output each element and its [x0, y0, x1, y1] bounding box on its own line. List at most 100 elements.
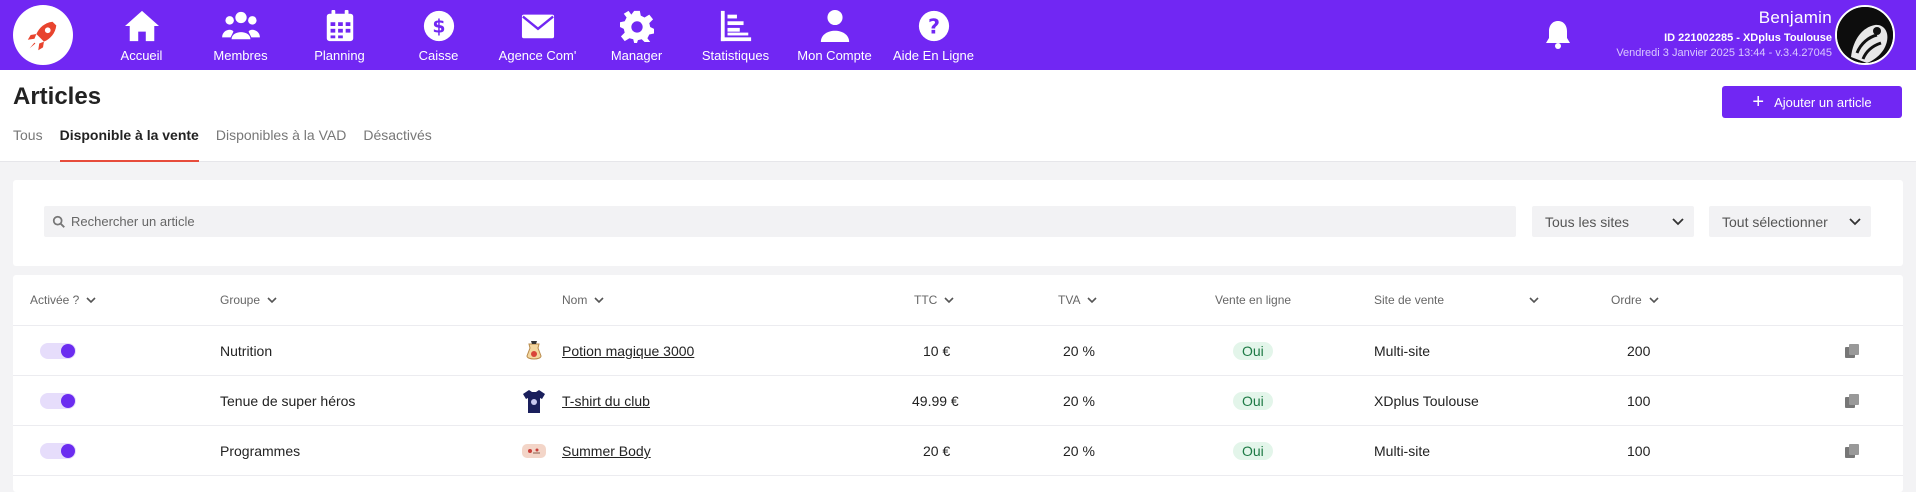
rocket-icon	[27, 21, 57, 51]
online-badge: Oui	[1233, 342, 1273, 360]
users-icon	[221, 11, 260, 40]
nav-item-planning[interactable]: Planning	[290, 0, 389, 70]
nav-item-label: Membres	[213, 48, 268, 63]
user-id: ID 221002285 - XDplus Toulouse	[1664, 32, 1832, 44]
chevron-down-icon	[1672, 217, 1684, 225]
nav-item-manager[interactable]: Manager	[587, 0, 686, 70]
active-cell	[40, 376, 76, 426]
user-name: Benjamin	[1758, 8, 1832, 27]
bell-icon[interactable]	[1543, 18, 1573, 50]
thumbnail-cell	[521, 376, 547, 426]
nav-item-statistiques[interactable]: Statistiques	[686, 0, 785, 70]
header-group-label: Groupe	[220, 293, 261, 307]
copy-cell	[1844, 376, 1860, 426]
nav-item-label: Statistiques	[701, 48, 770, 63]
nav-item-caisse[interactable]: $ Caisse	[389, 0, 488, 70]
chevron-down-icon	[1087, 296, 1098, 303]
name-cell: T-shirt du club	[562, 376, 650, 426]
order-cell: 200	[1627, 343, 1651, 359]
search-input[interactable]	[71, 214, 1471, 229]
header-order[interactable]: Ordre	[1611, 293, 1659, 307]
name-cell: Potion magique 3000	[562, 326, 694, 376]
tshirt-thumbnail-icon	[521, 388, 547, 414]
select-all-dropdown[interactable]: Tout sélectionner	[1709, 206, 1871, 237]
active-toggle[interactable]	[40, 343, 76, 359]
nav-item-accueil[interactable]: Accueil	[92, 0, 191, 70]
nav-item-membres[interactable]: Membres	[191, 0, 290, 70]
add-article-button[interactable]: + Ajouter un article	[1722, 86, 1902, 118]
tab-disponible-a-la-vente[interactable]: Disponible à la vente	[59, 126, 199, 162]
site-cell: Multi-site	[1374, 343, 1431, 359]
filter-card: Tous les sites Tout sélectionner	[13, 180, 1903, 266]
tab-bar: Tous Disponible à la vente Disponibles à…	[13, 126, 449, 162]
chevron-down-icon	[944, 296, 954, 303]
chevron-down-icon	[1849, 217, 1861, 225]
nav-item-label: Accueil	[120, 48, 163, 63]
tab-desactives[interactable]: Désactivés	[363, 127, 432, 143]
copy-icon[interactable]	[1844, 443, 1860, 459]
active-cell	[40, 426, 76, 476]
header-active[interactable]: Activée ?	[30, 293, 96, 307]
online-cell: Oui	[1233, 426, 1273, 476]
tab-disponibles-a-la-vad[interactable]: Disponibles à la VAD	[215, 127, 347, 143]
select-all-value: Tout sélectionner	[1722, 213, 1828, 230]
nav-item-mon-compte[interactable]: Mon Compte	[785, 0, 884, 70]
header-name-label: Nom	[562, 293, 588, 307]
user-date-version: Vendredi 3 Janvier 2025 13:44 - v.3.4.27…	[1616, 47, 1832, 59]
gear-icon	[619, 10, 654, 43]
nav-item-aide-en-ligne[interactable]: ? Aide En Ligne	[884, 0, 983, 70]
chevron-down-icon	[1529, 296, 1539, 303]
online-badge: Oui	[1233, 442, 1273, 460]
search-box	[44, 206, 1516, 237]
copy-cell	[1844, 426, 1860, 476]
online-badge: Oui	[1233, 392, 1273, 410]
thumbnail-cell	[521, 326, 547, 376]
articles-table: Activée ? Groupe Nom TTC TVA Vente en li…	[13, 275, 1903, 492]
article-name-link[interactable]: T-shirt du club	[562, 393, 650, 409]
header-group[interactable]: Groupe	[220, 293, 277, 307]
avatar-image-icon	[1837, 7, 1893, 63]
main-nav: Accueil Membres Planning $ Caisse Agence…	[92, 0, 983, 70]
site-cell: Multi-site	[1374, 443, 1431, 459]
page-title: Articles	[13, 83, 102, 110]
nav-item-label: Planning	[314, 48, 365, 63]
sites-select-value: Tous les sites	[1545, 213, 1630, 230]
active-toggle[interactable]	[40, 443, 76, 459]
sites-select[interactable]: Tous les sites	[1532, 206, 1694, 237]
search-icon	[52, 215, 65, 228]
avatar[interactable]	[1835, 5, 1895, 65]
user-info: Benjamin ID 221002285 - XDplus Toulouse …	[1616, 8, 1832, 59]
svg-text:$: $	[432, 16, 445, 38]
nav-item-label: Aide En Ligne	[893, 48, 974, 63]
article-name-link[interactable]: Potion magique 3000	[562, 343, 695, 359]
user-icon	[820, 9, 849, 43]
top-navigation-bar: Accueil Membres Planning $ Caisse Agence…	[0, 0, 1916, 70]
chevron-down-icon	[86, 296, 96, 303]
group-cell: Nutrition	[220, 343, 273, 359]
ttc-cell: 49.99 €	[912, 393, 959, 409]
header-name[interactable]: Nom	[562, 293, 604, 307]
online-cell: Oui	[1233, 376, 1273, 426]
header-site[interactable]: Site de vente	[1374, 293, 1539, 307]
online-cell: Oui	[1233, 326, 1273, 376]
active-cell	[40, 326, 76, 376]
article-name-link[interactable]: Summer Body	[562, 443, 651, 459]
group-cell: Programmes	[220, 443, 301, 459]
tab-tous[interactable]: Tous	[13, 127, 43, 143]
header-online-label: Vente en ligne	[1215, 293, 1292, 307]
copy-icon[interactable]	[1844, 343, 1860, 359]
header-ttc[interactable]: TTC	[914, 293, 954, 307]
tva-cell: 20 %	[1063, 343, 1095, 359]
nav-item-label: Mon Compte	[797, 48, 872, 63]
nav-item-agence-com[interactable]: Agence Com'	[488, 0, 587, 70]
name-cell: Summer Body	[562, 426, 651, 476]
header-tva[interactable]: TVA	[1058, 293, 1098, 307]
rocket-logo[interactable]	[13, 5, 73, 65]
ttc-cell: 10 €	[923, 343, 951, 359]
header-order-label: Ordre	[1611, 293, 1642, 307]
order-cell: 100	[1627, 443, 1651, 459]
calendar-icon	[326, 9, 353, 42]
active-toggle[interactable]	[40, 393, 76, 409]
svg-text:?: ?	[927, 15, 939, 39]
copy-icon[interactable]	[1844, 393, 1860, 409]
